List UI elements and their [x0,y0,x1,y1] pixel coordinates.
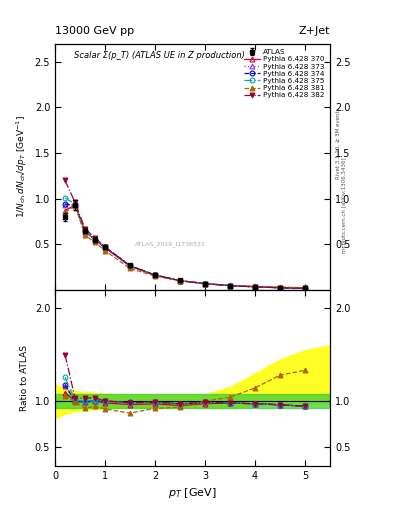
Pythia 6.428 373 [62,202,67,208]
Pythia 6.428 375 [103,244,107,250]
Pythia 6.428 381 [153,273,158,279]
Pythia 6.428 375 [128,263,132,269]
Pythia 6.428 370 [278,285,283,291]
Pythia 6.428 381 [62,209,67,216]
Pythia 6.428 373 [83,228,87,234]
Pythia 6.428 382 [93,235,97,241]
Pythia 6.428 382 [103,244,107,250]
Pythia 6.428 381 [83,232,87,238]
Pythia 6.428 370 [253,284,257,290]
Pythia 6.428 375 [73,201,77,207]
Y-axis label: Ratio to ATLAS: Ratio to ATLAS [20,345,29,411]
Pythia 6.428 375 [153,272,158,278]
Pythia 6.428 374 [128,263,132,269]
Line: Pythia 6.428 370: Pythia 6.428 370 [62,203,308,291]
Pythia 6.428 382 [228,283,232,289]
Pythia 6.428 374 [228,283,232,289]
Pythia 6.428 370 [203,281,208,287]
Legend: ATLAS, Pythia 6.428 370, Pythia 6.428 373, Pythia 6.428 374, Pythia 6.428 375, P: ATLAS, Pythia 6.428 370, Pythia 6.428 37… [242,47,327,100]
Pythia 6.428 375 [228,283,232,289]
Text: mcplots.cern.ch [arXiv:1306.3436]: mcplots.cern.ch [arXiv:1306.3436] [342,157,347,252]
Line: Pythia 6.428 382: Pythia 6.428 382 [62,178,308,291]
Pythia 6.428 382 [62,177,67,183]
Pythia 6.428 381 [73,203,77,209]
Pythia 6.428 381 [303,285,307,291]
X-axis label: $p_T$ [GeV]: $p_T$ [GeV] [168,486,217,500]
Pythia 6.428 373 [73,202,77,208]
Pythia 6.428 374 [278,285,283,291]
Pythia 6.428 373 [103,244,107,250]
Pythia 6.428 374 [178,278,182,284]
Line: Pythia 6.428 375: Pythia 6.428 375 [62,195,308,291]
Line: Pythia 6.428 373: Pythia 6.428 373 [62,203,308,291]
Pythia 6.428 373 [278,285,283,291]
Pythia 6.428 374 [93,237,97,243]
Pythia 6.428 382 [278,285,283,291]
Text: 13000 GeV pp: 13000 GeV pp [55,26,134,36]
Pythia 6.428 375 [303,285,307,291]
Pythia 6.428 370 [303,285,307,291]
Pythia 6.428 370 [178,278,182,284]
Pythia 6.428 381 [278,284,283,290]
Pythia 6.428 381 [228,282,232,288]
Pythia 6.428 381 [178,278,182,284]
Pythia 6.428 370 [128,263,132,269]
Pythia 6.428 373 [253,284,257,290]
Pythia 6.428 382 [253,284,257,290]
Pythia 6.428 373 [178,278,182,284]
Pythia 6.428 382 [83,226,87,232]
Pythia 6.428 375 [93,237,97,243]
Pythia 6.428 374 [73,202,77,208]
Text: Z+Jet: Z+Jet [299,26,330,36]
Pythia 6.428 382 [178,278,182,284]
Pythia 6.428 374 [83,227,87,233]
Pythia 6.428 374 [103,244,107,250]
Text: ATLAS_2019_I1736531: ATLAS_2019_I1736531 [135,242,206,247]
Pythia 6.428 374 [153,272,158,278]
Pythia 6.428 375 [253,284,257,290]
Pythia 6.428 370 [153,272,158,279]
Pythia 6.428 374 [203,281,208,287]
Pythia 6.428 382 [203,281,208,287]
Pythia 6.428 375 [62,195,67,201]
Pythia 6.428 375 [203,281,208,287]
Pythia 6.428 382 [153,272,158,278]
Pythia 6.428 374 [303,285,307,291]
Pythia 6.428 382 [128,263,132,269]
Pythia 6.428 373 [228,283,232,289]
Pythia 6.428 374 [62,201,67,207]
Pythia 6.428 370 [228,283,232,289]
Pythia 6.428 373 [128,263,132,269]
Pythia 6.428 370 [73,202,77,208]
Y-axis label: $1/N_{\rm ch}\,dN_{\rm ch}/dp_T$ [GeV$^{-1}$]: $1/N_{\rm ch}\,dN_{\rm ch}/dp_T$ [GeV$^{… [15,115,29,218]
Pythia 6.428 374 [253,284,257,290]
Pythia 6.428 370 [93,237,97,243]
Pythia 6.428 382 [73,199,77,205]
Pythia 6.428 373 [303,285,307,291]
Pythia 6.428 381 [253,283,257,289]
Pythia 6.428 373 [203,281,208,287]
Text: Rivet 3.1.10, ≥ 3M events: Rivet 3.1.10, ≥ 3M events [336,108,341,179]
Pythia 6.428 375 [178,278,182,284]
Pythia 6.428 373 [153,272,158,278]
Pythia 6.428 381 [103,248,107,254]
Pythia 6.428 373 [93,237,97,243]
Pythia 6.428 381 [203,281,208,287]
Text: Scalar Σ(p_T) (ATLAS UE in Z production): Scalar Σ(p_T) (ATLAS UE in Z production) [74,51,245,60]
Pythia 6.428 375 [278,285,283,291]
Pythia 6.428 375 [83,227,87,233]
Pythia 6.428 382 [303,285,307,291]
Pythia 6.428 370 [103,245,107,251]
Pythia 6.428 381 [128,265,132,271]
Pythia 6.428 370 [83,228,87,234]
Line: Pythia 6.428 374: Pythia 6.428 374 [62,202,308,291]
Pythia 6.428 370 [62,207,67,214]
Pythia 6.428 381 [93,240,97,246]
Line: Pythia 6.428 381: Pythia 6.428 381 [62,204,308,290]
